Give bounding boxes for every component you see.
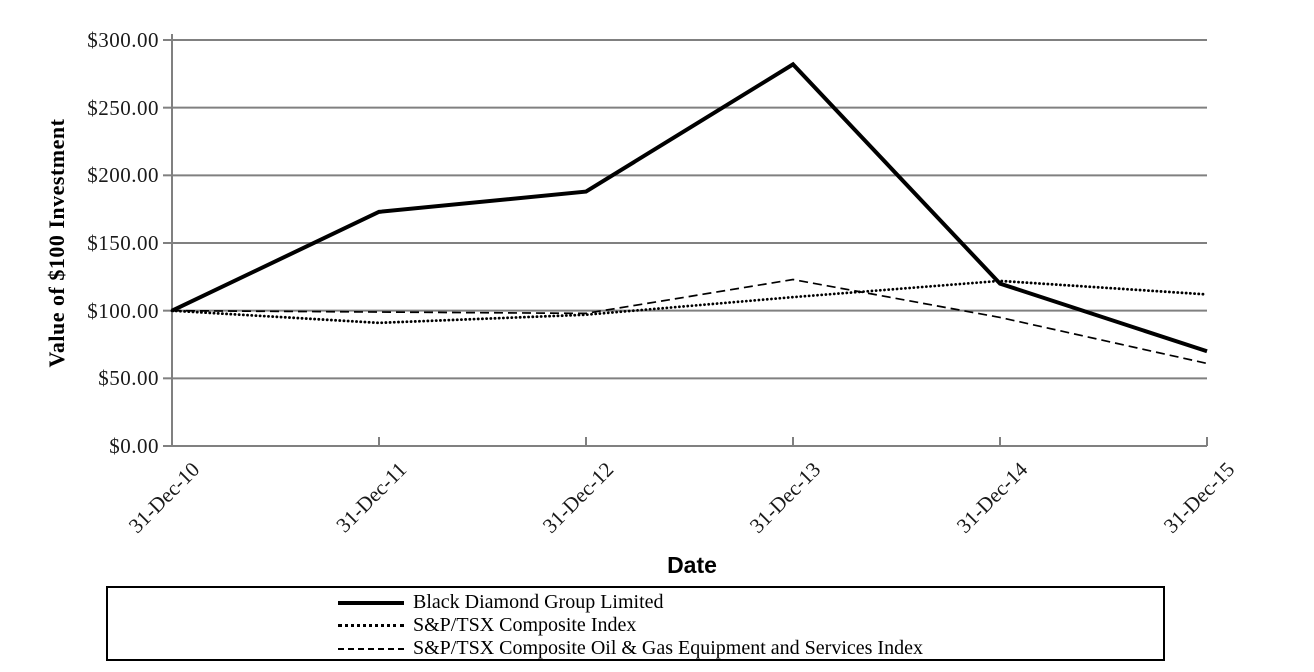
legend-label: S&P/TSX Composite Index: [413, 614, 637, 636]
y-tick-label: $0.00: [109, 434, 159, 458]
x-axis-title: Date: [667, 552, 717, 578]
y-axis-title: Value of $100 Investment: [44, 118, 69, 368]
solid-line-sample: [338, 600, 404, 605]
legend-entry-black-diamond: Black Diamond Group Limited: [338, 591, 1163, 614]
dotted-line-sample: [338, 624, 404, 627]
y-tick-label: $100.00: [87, 298, 159, 323]
legend-label: Black Diamond Group Limited: [413, 591, 664, 613]
legend-entry-tsx-composite: S&P/TSX Composite Index: [338, 614, 1163, 637]
legend-entry-tsx-oil-gas: S&P/TSX Composite Oil & Gas Equipment an…: [338, 637, 1163, 660]
series-line-dotted: [170, 279, 1209, 325]
y-tick-label: $300.00: [87, 28, 159, 52]
y-tick-label: $50.00: [98, 366, 159, 391]
legend: Black Diamond Group Limited S&P/TSX Comp…: [106, 586, 1165, 661]
y-tick-label: $200.00: [87, 163, 159, 188]
dashed-line-sample: [338, 647, 404, 650]
legend-label: S&P/TSX Composite Oil & Gas Equipment an…: [413, 637, 923, 659]
y-tick-label: $250.00: [87, 95, 159, 120]
y-tick-label: $150.00: [87, 231, 159, 255]
series-line-solid: [171, 61, 1208, 354]
series-line-dashed: [171, 278, 1208, 365]
